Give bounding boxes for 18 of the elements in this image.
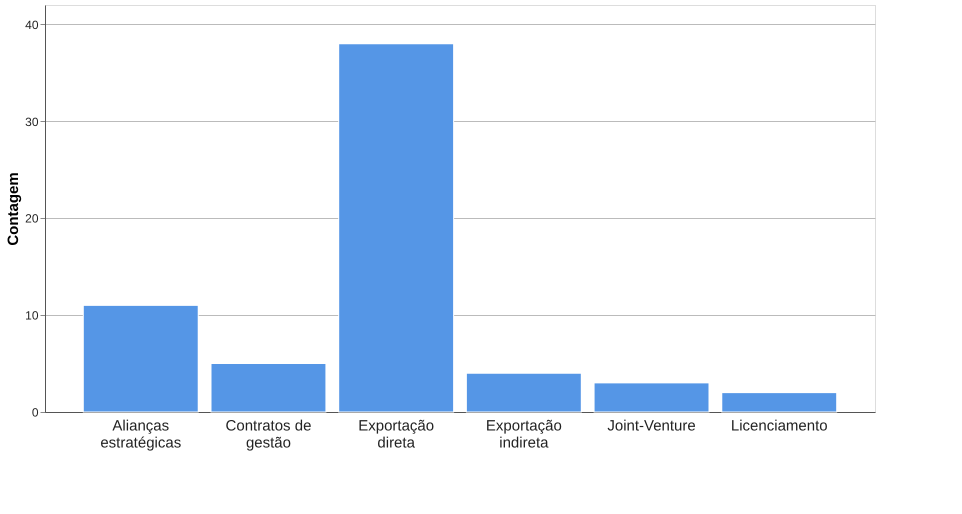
- bar: [210, 363, 326, 412]
- bar: [594, 382, 710, 412]
- bar: [338, 43, 454, 412]
- bar: [466, 372, 582, 412]
- y-tick-label: 10: [25, 308, 39, 323]
- bar: [721, 392, 838, 412]
- x-tick-label: Joint-Venture: [607, 418, 696, 434]
- x-tick-label: Exportação direta: [358, 418, 434, 452]
- x-tick-label: Exportação indireta: [486, 418, 562, 452]
- y-tick-label: 30: [25, 114, 39, 129]
- y-tick-label: 20: [25, 212, 39, 226]
- y-tick-label: 0: [32, 406, 39, 420]
- bar: [82, 304, 199, 412]
- y-tick-label: 40: [25, 18, 39, 32]
- y-axis-title: Contagem: [5, 172, 22, 246]
- x-tick-label: Contratos de gestão: [226, 418, 312, 452]
- x-tick-label: Alianças estratégicas: [100, 418, 182, 452]
- x-tick-label: Licenciamento: [730, 418, 828, 434]
